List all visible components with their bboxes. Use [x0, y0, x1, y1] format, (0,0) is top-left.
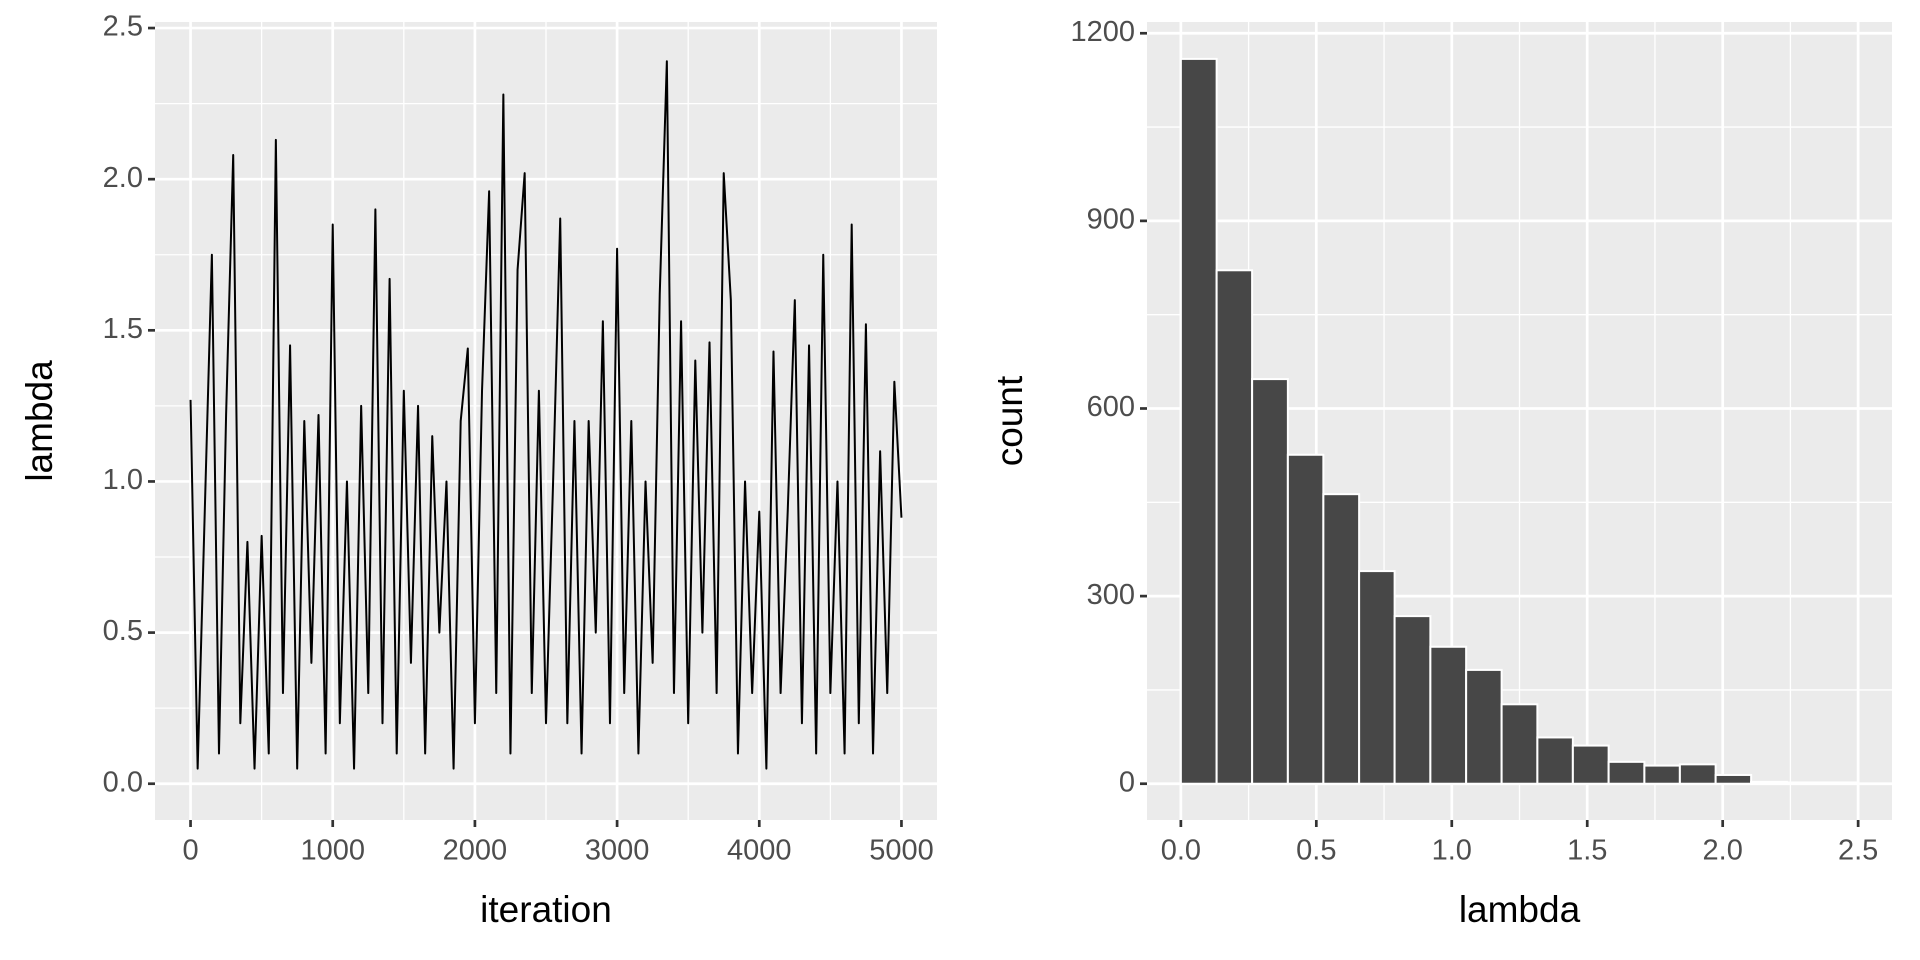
histogram-bar [1179, 57, 1218, 785]
y-tick-label: 300 [1087, 579, 1135, 611]
y-tick-label: 0.5 [103, 615, 143, 647]
histogram-bar [1678, 763, 1717, 785]
x-tick-label: 2.0 [1703, 835, 1743, 867]
y-tick-label: 0 [1119, 766, 1135, 798]
y-tick-label: 2.0 [103, 162, 143, 194]
x-tick-label: 3000 [585, 835, 650, 867]
y-tick-label: 600 [1087, 391, 1135, 423]
y-tick-label: 900 [1087, 204, 1135, 236]
histogram-bar [1322, 493, 1361, 785]
histogram-bar [1251, 378, 1289, 785]
y-tick-label: 1.0 [103, 464, 143, 496]
y-tick-label: 1.5 [103, 313, 143, 345]
x-tick-label: 5000 [869, 835, 934, 867]
x-tick-label: 0.5 [1296, 835, 1336, 867]
y-axis-title: count [989, 375, 1030, 466]
y-tick-label: 0.0 [103, 766, 143, 798]
y-tick-label: 2.5 [103, 11, 143, 43]
x-axis-title: lambda [1459, 889, 1581, 930]
histogram-bar [1286, 453, 1325, 785]
histogram-bar [1714, 773, 1753, 785]
histogram-bar [1643, 764, 1681, 785]
x-tick-label: 0 [182, 835, 198, 867]
histogram-bar [1215, 269, 1254, 785]
x-tick-label: 0.0 [1161, 835, 1201, 867]
histogram-bar [1393, 615, 1432, 785]
histogram-bar [1429, 645, 1468, 785]
histogram-bar [1465, 668, 1503, 785]
histogram-bar [1500, 703, 1539, 785]
x-tick-label: 1000 [300, 835, 365, 867]
histogram-bar [1571, 744, 1610, 785]
x-tick-label: 2.5 [1838, 835, 1878, 867]
y-tick-label: 1200 [1070, 16, 1135, 48]
x-tick-label: 4000 [727, 835, 792, 867]
histogram-bar [1358, 570, 1396, 785]
histogram-bar [1750, 780, 1788, 785]
x-tick-label: 2000 [443, 835, 508, 867]
histogram-bar [1821, 781, 1860, 785]
histogram-bar [1785, 781, 1824, 785]
x-axis-title: iteration [480, 889, 612, 930]
x-tick-label: 1.0 [1432, 835, 1472, 867]
histogram-bar [1607, 760, 1646, 785]
y-axis-title: lambda [19, 360, 60, 482]
histogram-bar [1536, 736, 1574, 785]
trace-line [189, 60, 903, 770]
x-tick-label: 1.5 [1567, 835, 1607, 867]
